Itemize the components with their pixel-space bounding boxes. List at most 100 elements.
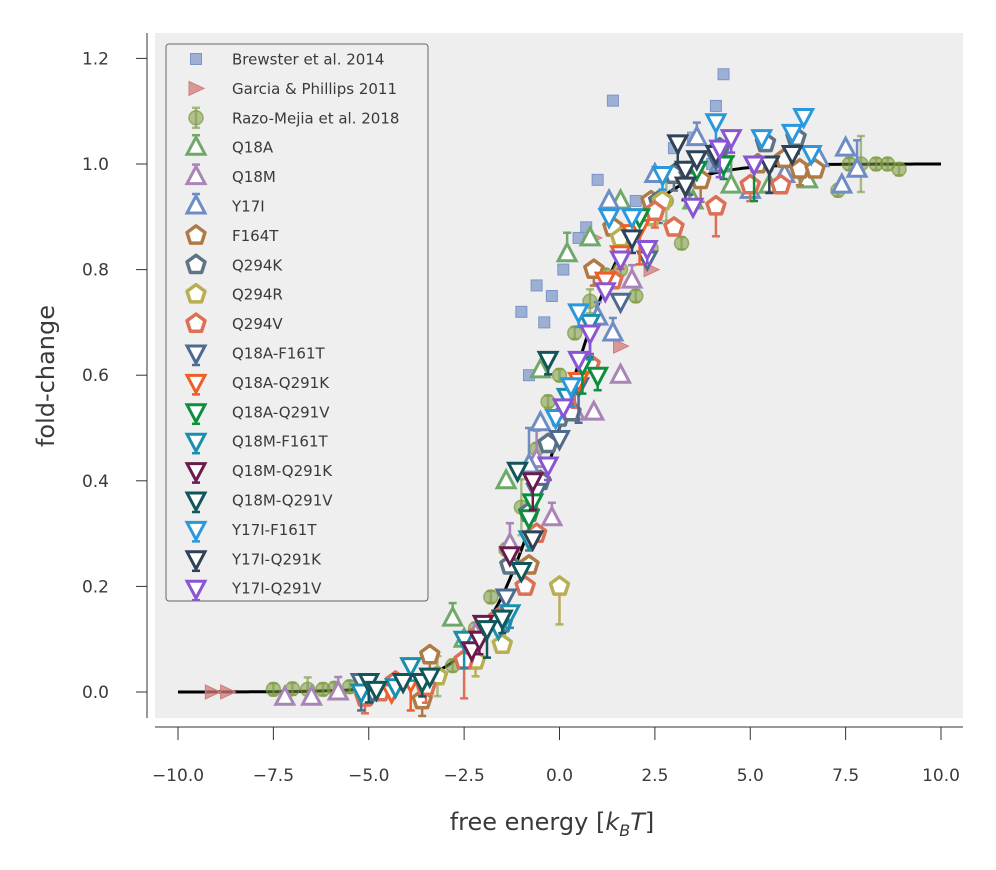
data-point	[780, 123, 804, 146]
data-point	[673, 235, 690, 251]
data-point	[498, 546, 522, 568]
legend-box	[165, 43, 429, 602]
data-point	[452, 630, 476, 653]
data-point	[567, 303, 591, 326]
data-point	[685, 124, 709, 147]
legend-marker	[184, 192, 208, 215]
data-point	[521, 472, 545, 495]
legend-marker	[184, 403, 208, 426]
data-point	[528, 409, 552, 432]
legend-label: Brewster et al. 2014	[232, 51, 384, 69]
legend-label: Q18A	[232, 139, 274, 157]
legend-item: Razo-Mejia et al. 2018	[188, 106, 399, 130]
data-point	[586, 366, 610, 389]
data-point	[663, 216, 685, 237]
x-tick-label: 7.5	[832, 766, 859, 786]
data-point	[545, 290, 558, 302]
data-point	[460, 641, 484, 663]
data-point	[536, 456, 560, 479]
legend-label: Garcia & Phillips 2011	[232, 80, 397, 98]
y-tick-label: 1.2	[82, 49, 109, 69]
y-tick-label: 0.4	[82, 472, 109, 492]
data-point	[530, 279, 543, 292]
data-point	[551, 398, 575, 421]
legend-label: Q18A-F161T	[232, 345, 325, 363]
data-point	[349, 683, 373, 706]
data-point	[578, 224, 602, 247]
y-tick-label: 1.0	[82, 155, 109, 175]
y-tick-label: 0.0	[82, 683, 109, 703]
y-tick-label: 0.2	[82, 577, 109, 597]
data-point	[540, 504, 564, 527]
legend-item: Q18A-Q291V	[184, 403, 330, 426]
data-point	[609, 361, 633, 384]
x-axis-label: free energy [kBT]	[450, 808, 655, 840]
legend-marker	[185, 253, 207, 275]
y-tick-label: 0.8	[82, 261, 109, 281]
legend-label: Q18M	[232, 168, 276, 186]
legend-marker	[184, 163, 208, 186]
legend-label: Y17I-Q291V	[231, 580, 322, 598]
data-point	[601, 319, 625, 342]
data-point	[742, 155, 766, 178]
data-point	[506, 461, 530, 484]
x-axis-label-k: k	[605, 808, 620, 836]
series-y17i-q291k	[521, 134, 804, 553]
data-point	[681, 197, 705, 220]
data-point	[540, 393, 556, 410]
legend-marker	[184, 432, 208, 455]
data-point	[326, 678, 350, 701]
data-point	[391, 672, 415, 695]
data-point	[834, 134, 858, 157]
data-point	[666, 134, 690, 157]
data-point	[582, 398, 606, 421]
data-point	[719, 129, 743, 151]
series-y17i-q291v	[536, 129, 766, 482]
data-point	[548, 430, 571, 452]
legend-marker	[190, 53, 202, 65]
legend-item: Q18M-F161T	[184, 432, 329, 455]
legend-marker	[184, 373, 208, 396]
x-tick-label: −7.5	[253, 766, 294, 786]
legend-marker	[184, 520, 208, 543]
legend-item: Q18A	[184, 133, 274, 157]
legend-marker	[185, 224, 207, 245]
data-point	[620, 229, 644, 252]
data-point	[544, 408, 568, 431]
data-point	[750, 129, 774, 151]
legend-item: Y17I-F161T	[184, 520, 317, 543]
data-point	[651, 166, 674, 188]
data-point	[845, 156, 869, 178]
x-axis-ticks: −10.0 −7.5 −5.0 −2.5 0.0 2.5 5.0 7.5 10.0	[152, 727, 960, 786]
legend-item: Y17I-Q291V	[184, 579, 322, 602]
data-point	[757, 155, 781, 178]
data-point	[597, 208, 621, 231]
legend-item: F164T	[185, 224, 279, 245]
legend-label: Q294K	[232, 256, 283, 274]
data-point	[708, 139, 732, 162]
legend-marker	[184, 579, 208, 602]
legend-item: Y17I	[184, 192, 265, 216]
data-point	[891, 161, 907, 178]
x-tick-label: −2.5	[443, 766, 484, 786]
y-axis-label: fold-change	[32, 305, 60, 447]
x-tick-label: 5.0	[737, 766, 764, 786]
legend-marker	[188, 80, 206, 97]
x-axis-label-sub: B	[619, 821, 630, 840]
data-point	[514, 575, 536, 596]
legend-marker	[188, 110, 204, 126]
legend-label: Q18A-Q291V	[232, 403, 330, 421]
data-point	[204, 684, 222, 700]
data-point	[475, 620, 499, 642]
data-point	[300, 684, 324, 706]
data-point	[441, 604, 465, 627]
data-point	[830, 171, 854, 194]
legend-item: Brewster et al. 2014	[190, 51, 384, 69]
data-point	[559, 377, 583, 399]
data-point	[418, 667, 442, 690]
data-points-layer	[204, 68, 907, 718]
legend-label: Y17I	[231, 198, 265, 216]
data-point	[635, 239, 659, 262]
data-point	[399, 657, 423, 679]
data-point	[494, 588, 518, 611]
